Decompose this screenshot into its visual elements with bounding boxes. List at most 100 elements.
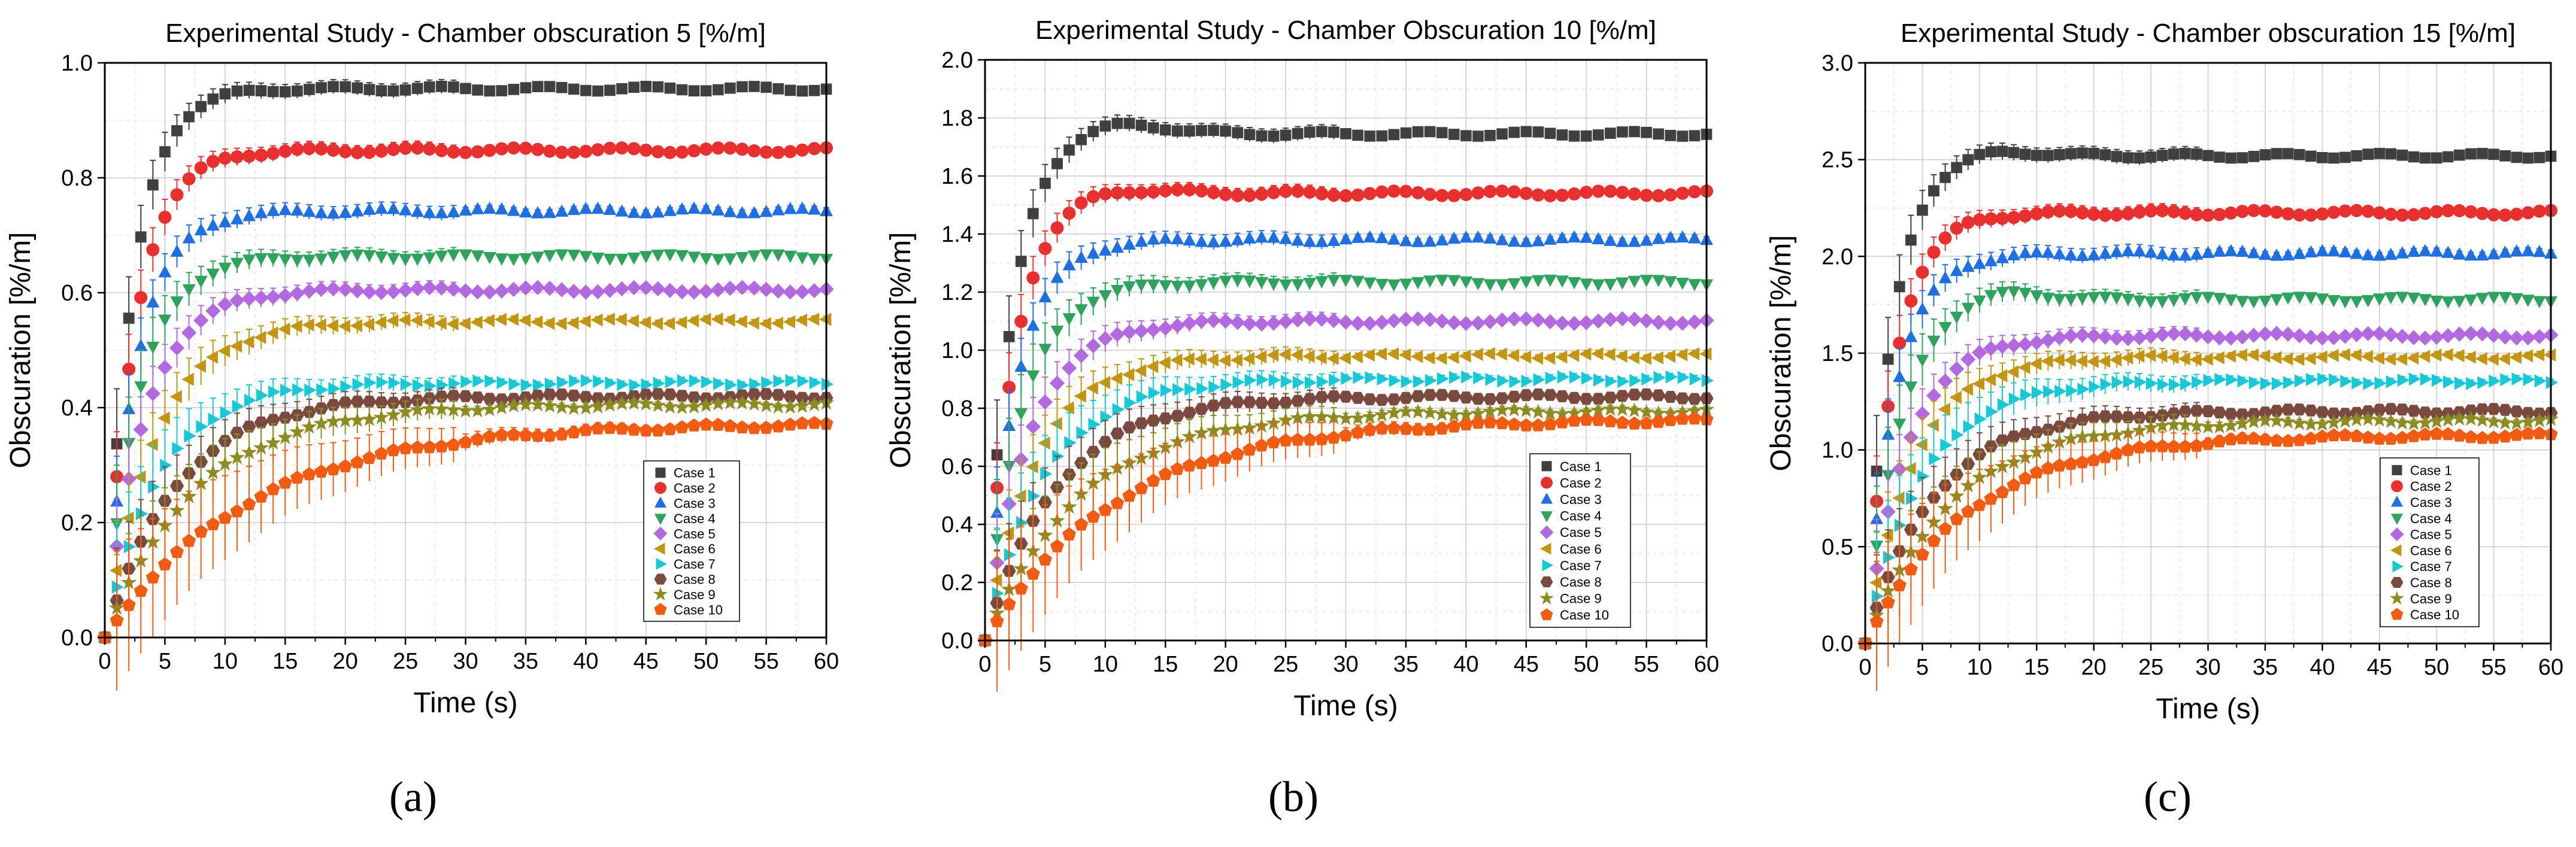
data-point (2257, 349, 2271, 363)
data-point (506, 312, 519, 326)
data-point (1423, 422, 1437, 436)
data-point (471, 391, 485, 403)
data-point (1339, 232, 1353, 245)
data-point (747, 144, 761, 157)
data-point (723, 313, 735, 327)
chart-c-svg: 0 5 10 15 20 25 30 35 40 45 50 55 600.00.51.01.52.02… (1765, 19, 2563, 725)
data-point (134, 584, 148, 597)
data-point (1470, 405, 1486, 420)
data-point (2349, 348, 2362, 362)
data-point (1387, 393, 1401, 406)
data-point (458, 317, 471, 330)
data-point (1291, 184, 1305, 198)
data-point (2166, 351, 2179, 364)
data-point (338, 320, 350, 333)
data-point (2487, 292, 2501, 304)
data-point (1639, 416, 1654, 430)
data-point (531, 142, 545, 156)
data-point (1193, 424, 1210, 440)
data-point (2110, 245, 2123, 257)
data-point (1447, 231, 1461, 244)
data-point (1254, 277, 1268, 289)
data-point (1219, 234, 1232, 247)
data-point (2487, 247, 2501, 260)
data-point (1280, 375, 1293, 388)
data-point (1996, 145, 2008, 157)
data-point (1328, 126, 1339, 138)
data-point (495, 393, 509, 406)
data-point (639, 251, 653, 263)
data-point (2532, 296, 2546, 308)
x-tick-label: 60 (814, 649, 839, 674)
data-point (1028, 208, 1039, 220)
data-point (1242, 442, 1257, 456)
data-point (1254, 187, 1268, 201)
series-case-4 (1859, 281, 2557, 651)
data-point (675, 250, 689, 263)
data-point (459, 249, 472, 262)
data-point (759, 249, 773, 262)
data-point (2451, 326, 2467, 342)
data-point (2293, 247, 2307, 259)
data-point (1231, 275, 1244, 287)
data-point (411, 205, 425, 217)
data-point (2372, 248, 2386, 261)
data-point (686, 399, 702, 414)
data-point (2063, 353, 2076, 367)
data-point (544, 81, 556, 92)
data-point (2339, 151, 2351, 163)
data-point (230, 150, 244, 164)
data-point (244, 393, 257, 407)
data-point (229, 449, 245, 465)
data-point (1147, 185, 1160, 199)
data-point (783, 390, 798, 403)
data-point (1122, 421, 1137, 433)
data-point (2144, 204, 2158, 218)
x-tick-label: 35 (513, 649, 538, 674)
data-point (1626, 402, 1642, 417)
data-point (663, 204, 677, 216)
data-point (1628, 187, 1641, 201)
data-point (1928, 185, 1939, 197)
data-point (590, 392, 605, 405)
chart-title: Experimental Study - Chamber obscuration… (165, 19, 766, 48)
legend-label-case-5: Case 5 (1560, 525, 1602, 540)
data-point (2328, 152, 2339, 164)
data-point (123, 312, 135, 324)
data-point (1882, 353, 1894, 365)
data-point (2281, 292, 2295, 305)
data-point (1254, 350, 1267, 364)
data-point (1471, 186, 1485, 200)
data-point (723, 205, 737, 217)
data-point (797, 374, 810, 388)
data-point (314, 318, 326, 332)
data-point (1279, 232, 1293, 244)
data-point (554, 427, 569, 441)
data-point (2314, 330, 2330, 346)
data-point (2326, 348, 2339, 362)
data-point (627, 142, 641, 156)
data-point (1663, 350, 1675, 363)
data-point (663, 422, 677, 436)
data-point (374, 396, 389, 409)
data-point (134, 291, 148, 305)
data-point (1628, 235, 1641, 247)
data-point (1220, 378, 1233, 391)
data-point (1266, 315, 1281, 331)
y-tick-label: 0.0 (941, 629, 973, 654)
data-point (1098, 243, 1112, 256)
series-case-6 (1857, 347, 2556, 650)
data-point (554, 399, 570, 414)
data-point (784, 84, 796, 96)
data-point (302, 318, 314, 332)
data-point (1483, 415, 1497, 429)
data-point (410, 281, 425, 296)
data-point (795, 416, 810, 430)
data-point (448, 81, 459, 93)
data-point (410, 402, 426, 417)
data-point (2475, 207, 2489, 220)
data-point (2109, 330, 2125, 346)
data-point (2338, 296, 2352, 309)
data-point (1916, 265, 1929, 279)
data-point (2532, 204, 2546, 218)
